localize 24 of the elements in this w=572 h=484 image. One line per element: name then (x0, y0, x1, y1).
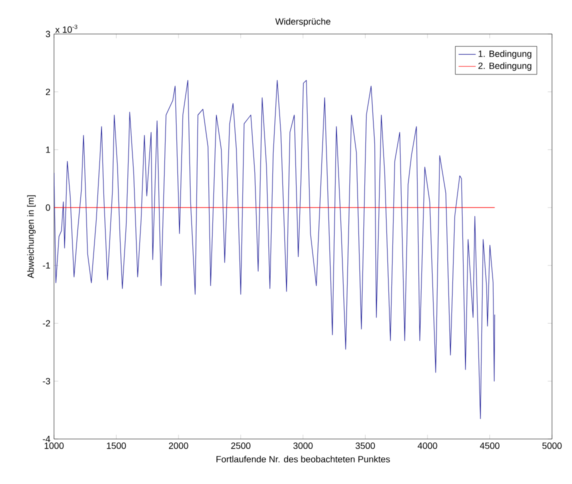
line-series (54, 80, 496, 420)
y-tick-label: -2 (42, 320, 50, 326)
y-tick-label: 3 (46, 30, 50, 38)
x-tick-label: 2000 (168, 442, 188, 449)
x-tick-label: 1500 (106, 442, 126, 449)
legend-label: 2. Bedingung (478, 62, 532, 71)
x-tick-label: 4000 (418, 442, 438, 449)
legend-label: 1. Bedingung (478, 50, 532, 59)
y-tick-label: 2 (46, 88, 50, 95)
y-tick-label: -3 (42, 378, 50, 384)
text: x 10$^{-3}$ (55, 24, 78, 33)
x-tick-label: 4500 (480, 442, 500, 449)
x-tick-label: 3000 (293, 442, 313, 449)
x-tick-label: 5000 (542, 442, 562, 449)
y-tick-label: -1 (42, 262, 50, 269)
y-tick-label: 0 (46, 204, 50, 211)
x-tick-label: 2500 (231, 442, 250, 449)
x-tick-label: 1000 (44, 442, 64, 449)
y-axis-title: Abweichungen in [m] (27, 195, 36, 278)
y-tick-label: 1 (46, 146, 50, 153)
y-tick-label: -4 (42, 436, 50, 442)
x-tick-label: 3500 (356, 442, 375, 449)
x-axis-title: Fortlaufende Nr. des beobachteten Punktes (216, 456, 390, 462)
chart-title: Widersprüche (275, 18, 330, 26)
